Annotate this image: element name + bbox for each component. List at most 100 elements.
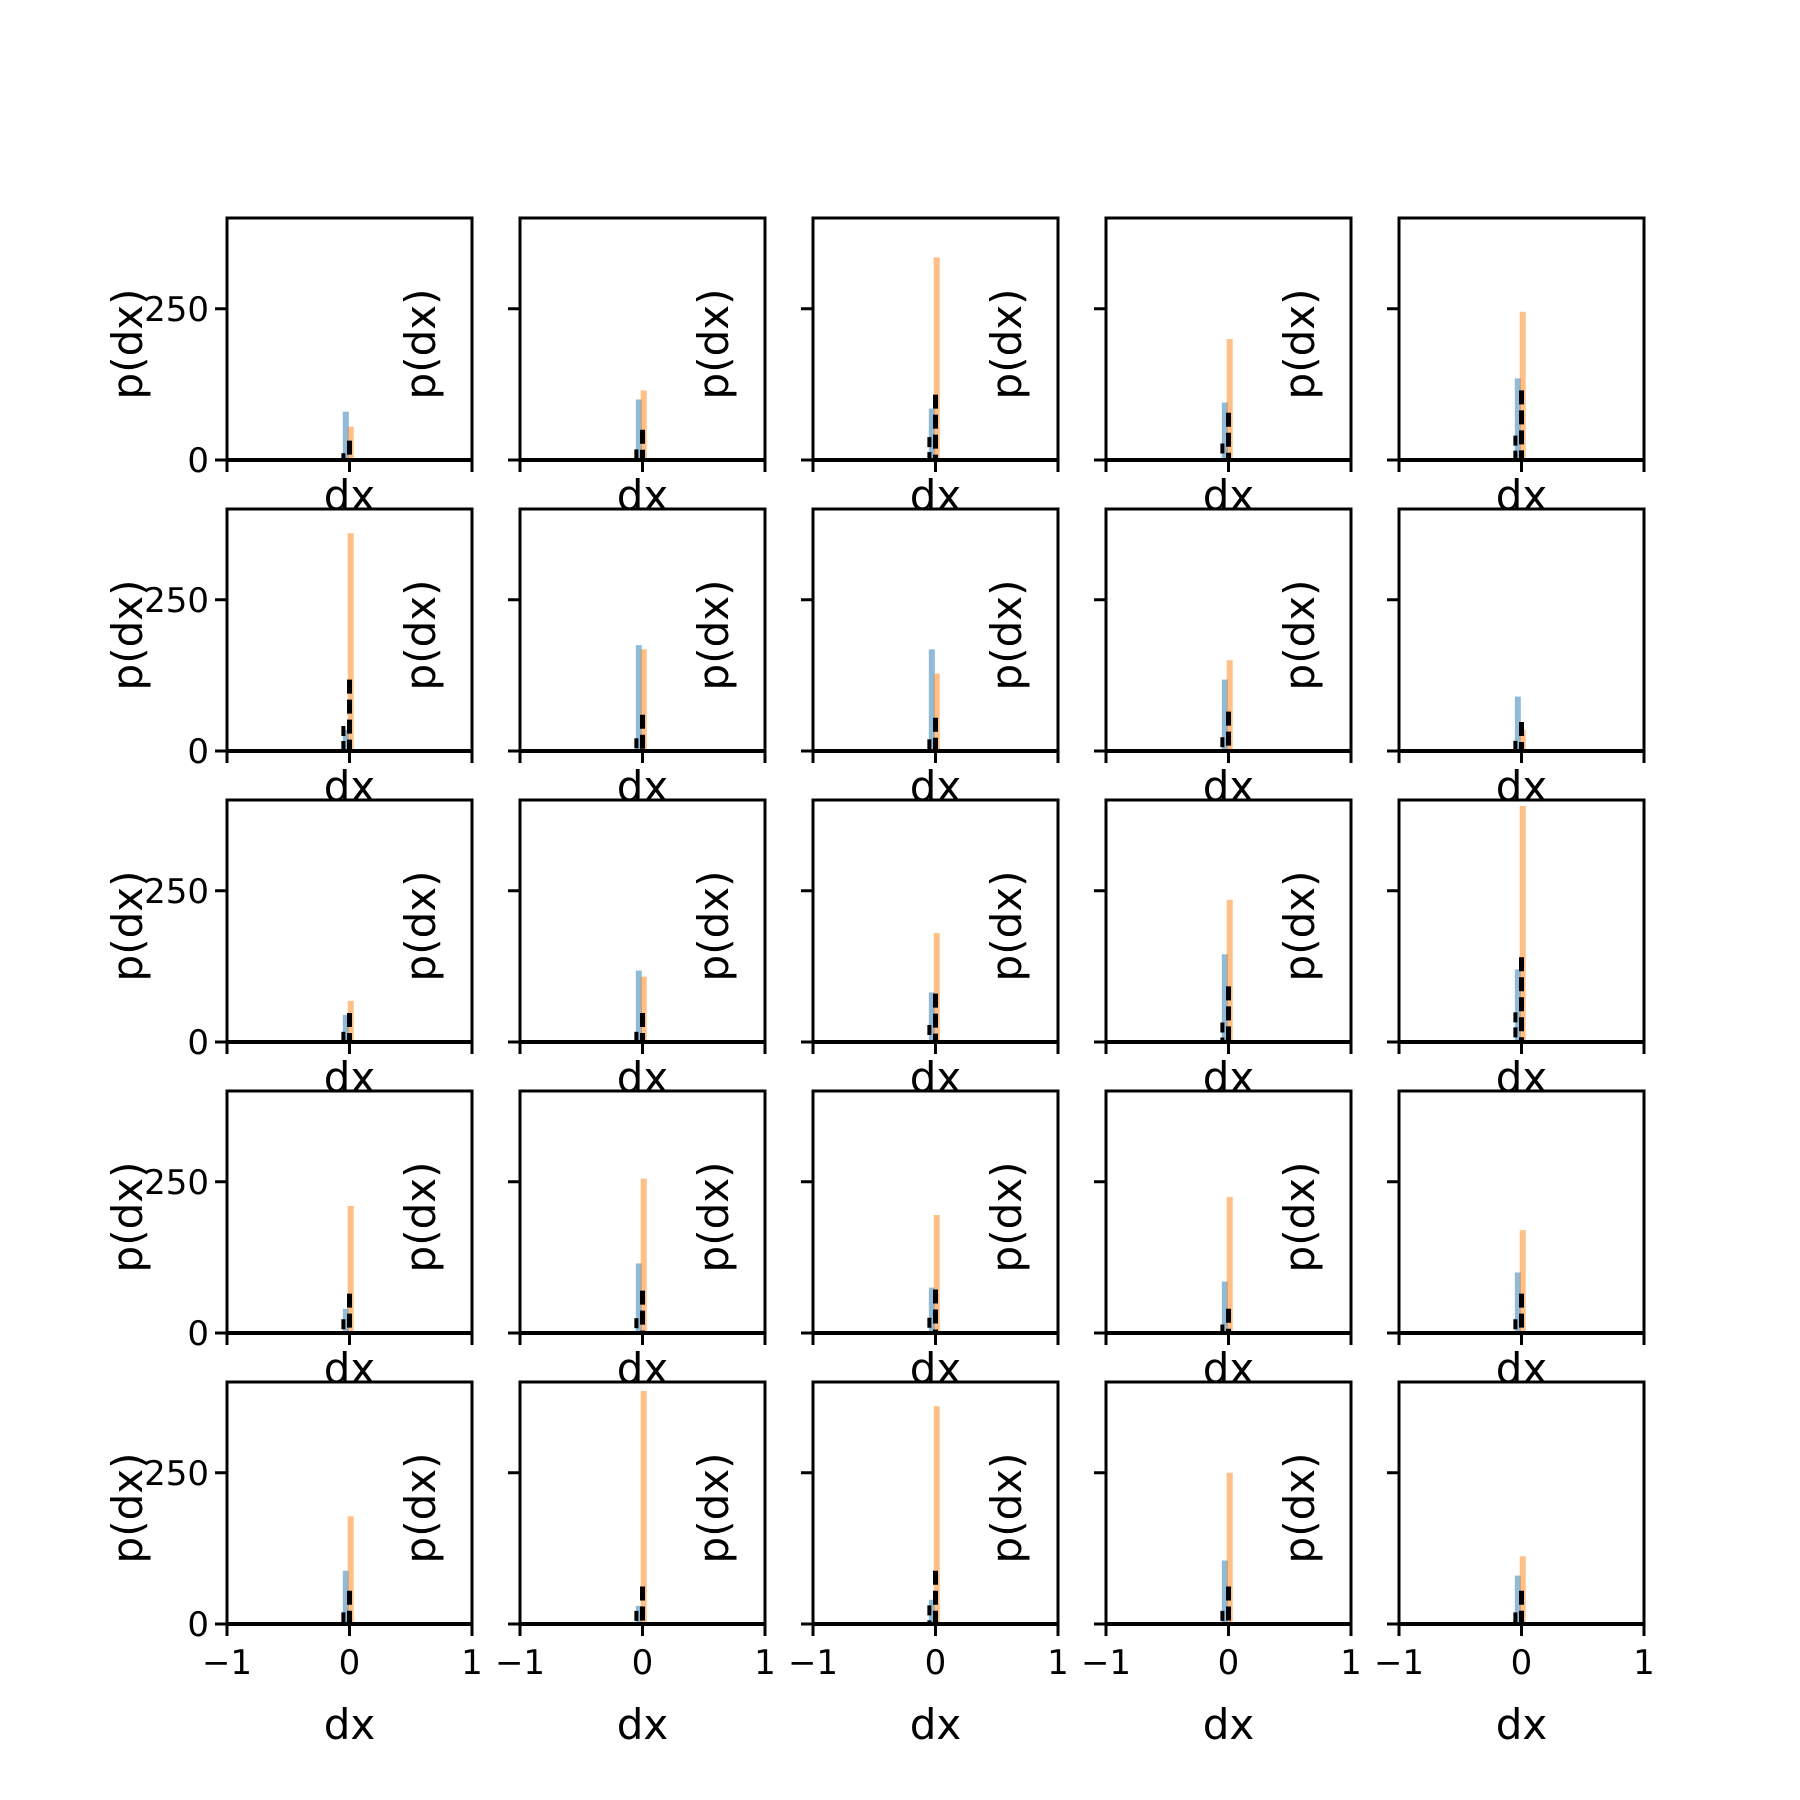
x-axis-label: dx [324, 471, 376, 520]
x-tick-label: −1 [788, 1643, 838, 1683]
bar-orange [933, 673, 940, 751]
y-axis-label: p(dx) [689, 580, 738, 691]
y-axis-label: p(dx) [103, 1162, 152, 1273]
y-axis-label: p(dx) [103, 289, 152, 400]
y-axis-label: p(dx) [982, 1453, 1031, 1564]
y-axis-label: p(dx) [396, 871, 445, 982]
bar-orange [1226, 1196, 1233, 1333]
panel-3-2: p(dx) dx [396, 798, 767, 1102]
y-axis-label: p(dx) [396, 1453, 445, 1564]
bar-blue [635, 1263, 642, 1333]
panel-4-3: p(dx) dx [689, 1089, 1060, 1393]
bar-blue [1221, 1560, 1228, 1624]
panel-1-2: p(dx) dx [396, 216, 767, 520]
bar-blue [928, 1599, 935, 1624]
x-tick-label: 1 [461, 1643, 483, 1683]
bar-blue [928, 408, 935, 460]
panel-5-3: −1 0 1 p(dx) dx [689, 1380, 1069, 1749]
axes-frame [1397, 507, 1646, 753]
panel-5-5: −1 0 1 p(dx) dx [1275, 1380, 1655, 1749]
x-tick-label: 0 [925, 1643, 947, 1683]
bar-orange [1519, 311, 1526, 460]
bar-blue [342, 1308, 349, 1333]
panel-3-3: p(dx) dx [689, 798, 1060, 1102]
x-axis-label: dx [617, 1053, 669, 1102]
bar-orange [347, 1516, 354, 1624]
bar-orange [640, 1178, 647, 1333]
y-axis-label: p(dx) [103, 1453, 152, 1564]
bar-blue [1221, 1281, 1228, 1333]
panel-4-5: p(dx) dx [1275, 1089, 1646, 1393]
bar-orange [1226, 1472, 1233, 1624]
x-axis-label: dx [1496, 1344, 1548, 1393]
x-tick-label: 0 [1218, 1643, 1240, 1683]
y-axis-label: p(dx) [982, 871, 1031, 982]
x-axis-label: dx [910, 1344, 962, 1393]
bar-blue [1514, 1575, 1521, 1624]
bar-orange [347, 1205, 354, 1333]
y-tick-label: 0 [187, 441, 209, 481]
bar-orange [1226, 339, 1233, 460]
y-tick-label: 250 [144, 872, 209, 912]
x-tick-label: −1 [495, 1643, 545, 1683]
bar-orange [1519, 806, 1526, 1042]
bar-blue [928, 1287, 935, 1333]
x-axis-label: dx [617, 471, 669, 520]
bar-blue [928, 649, 935, 751]
bar-orange [1519, 1230, 1526, 1333]
panel-2-5: p(dx) dx [1275, 507, 1646, 811]
y-tick-label: 0 [187, 1314, 209, 1354]
x-axis-label: dx [910, 1700, 962, 1749]
y-tick-label: 250 [144, 290, 209, 330]
bar-blue [342, 1014, 349, 1042]
y-axis-label: p(dx) [1275, 1162, 1324, 1273]
x-tick-label: 0 [339, 1643, 361, 1683]
panel-3-4: p(dx) dx [982, 798, 1353, 1102]
panel-5-2: −1 0 1 p(dx) dx [396, 1380, 776, 1749]
y-axis-label: p(dx) [103, 871, 152, 982]
bar-blue [342, 729, 349, 751]
bar-blue [635, 1605, 642, 1624]
x-axis-label: dx [1496, 1053, 1548, 1102]
panel-4-2: p(dx) dx [396, 1089, 767, 1393]
bar-blue [1221, 402, 1228, 460]
x-tick-label: −1 [1081, 1643, 1131, 1683]
bar-orange [1226, 660, 1233, 751]
y-axis-label: p(dx) [689, 289, 738, 400]
panel-1-5: p(dx) dx [1275, 216, 1646, 520]
x-tick-label: 1 [1633, 1643, 1655, 1683]
bar-blue [1221, 679, 1228, 751]
y-tick-label: 0 [187, 1023, 209, 1063]
bar-orange [933, 1406, 940, 1624]
bar-orange [933, 257, 940, 460]
panel-2-3: p(dx) dx [689, 507, 1060, 811]
x-axis-label: dx [1203, 762, 1255, 811]
bar-blue [928, 992, 935, 1042]
y-axis-label: p(dx) [982, 1162, 1031, 1273]
x-tick-label: 1 [754, 1643, 776, 1683]
bar-blue [1514, 969, 1521, 1042]
x-axis-label: dx [617, 1344, 669, 1393]
bar-orange [640, 649, 647, 751]
x-axis-label: dx [617, 1700, 669, 1749]
x-axis-label: dx [910, 762, 962, 811]
x-tick-label: 0 [632, 1643, 654, 1683]
bar-orange [640, 390, 647, 460]
x-axis-label: dx [1496, 471, 1548, 520]
y-tick-label: 0 [187, 732, 209, 772]
bar-blue [1221, 954, 1228, 1042]
x-axis-label: dx [324, 762, 376, 811]
bar-orange [1226, 899, 1233, 1042]
x-axis-label: dx [1496, 762, 1548, 811]
y-axis-label: p(dx) [1275, 871, 1324, 982]
x-axis-label: dx [1496, 1700, 1548, 1749]
bar-orange [1519, 1556, 1526, 1624]
x-axis-label: dx [617, 762, 669, 811]
y-tick-label: 250 [144, 1454, 209, 1494]
bar-blue [1514, 1272, 1521, 1333]
y-axis-label: p(dx) [396, 1162, 445, 1273]
